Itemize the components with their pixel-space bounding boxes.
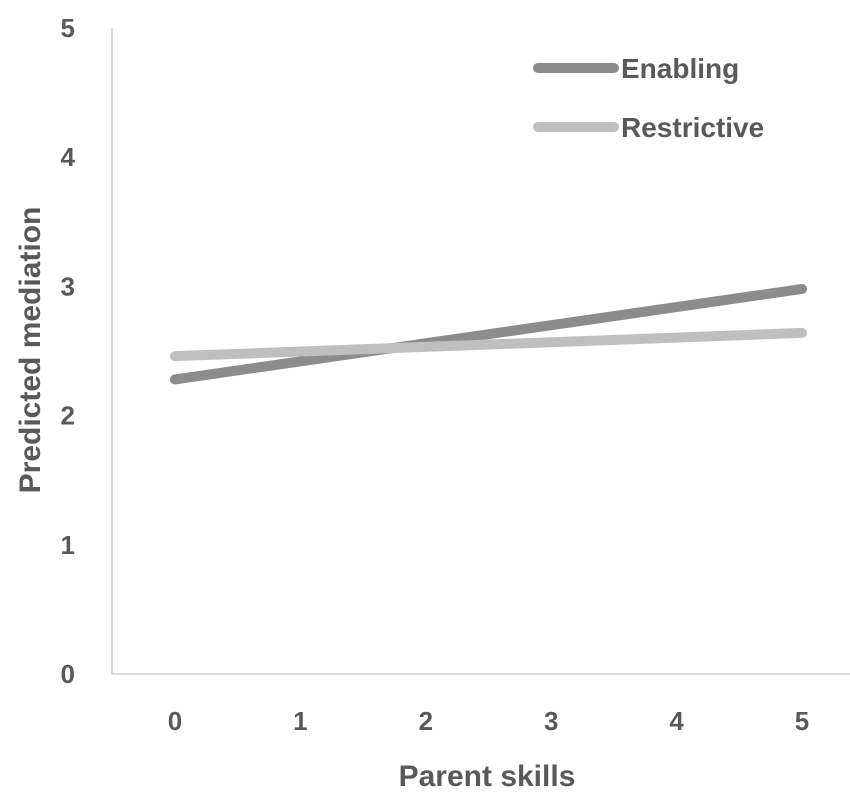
y-tick-label: 5 <box>61 13 75 43</box>
x-tick-label: 2 <box>419 706 433 736</box>
series-lines <box>170 283 807 385</box>
x-tick-label: 3 <box>544 706 558 736</box>
y-tick-label: 1 <box>61 530 75 560</box>
legend-label-enabling: Enabling <box>621 53 739 84</box>
y-tick-label: 3 <box>61 271 75 301</box>
y-axis-title: Predicted mediation <box>14 207 47 494</box>
y-tick-labels: 0 1 2 3 4 5 <box>61 13 76 689</box>
y-tick-label: 4 <box>61 142 76 172</box>
y-tick-label: 2 <box>61 401 75 431</box>
y-tick-label: 0 <box>61 659 75 689</box>
x-tick-label: 5 <box>795 706 809 736</box>
x-tick-label: 1 <box>293 706 307 736</box>
x-tick-label: 4 <box>669 706 684 736</box>
legend-label-restrictive: Restrictive <box>621 112 764 143</box>
axes <box>111 28 850 675</box>
series-line-enabling <box>170 283 807 385</box>
legend: Enabling Restrictive <box>533 53 764 143</box>
x-tick-labels: 0 1 2 3 4 5 <box>168 706 809 736</box>
x-axis-title: Parent skills <box>399 760 576 793</box>
x-tick-label: 0 <box>168 706 182 736</box>
series-line-restrictive <box>170 327 807 362</box>
